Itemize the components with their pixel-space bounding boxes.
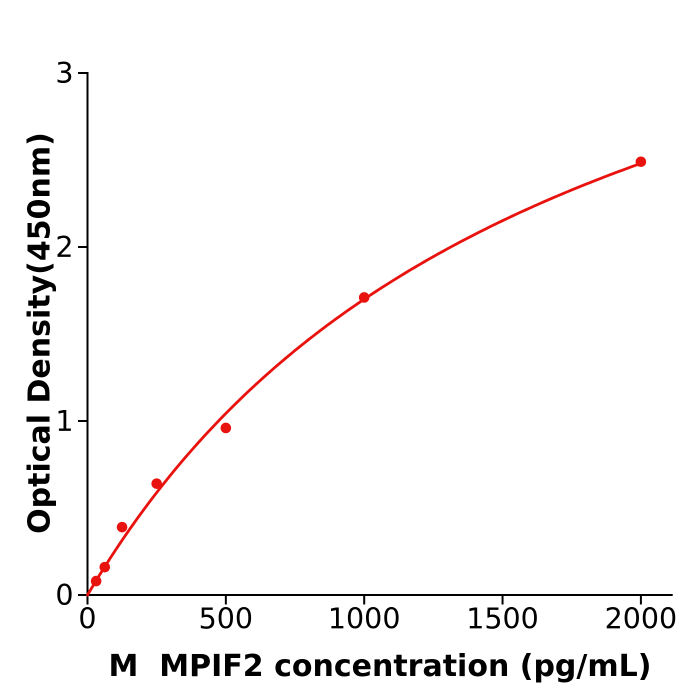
x-tick-label: 0 (78, 603, 96, 636)
data-point (635, 156, 647, 168)
x-tick-label: 500 (199, 603, 253, 636)
data-point (90, 575, 102, 587)
y-tick-label: 1 (55, 405, 73, 438)
data-point (358, 292, 370, 303)
x-tick-label: 1500 (466, 603, 539, 636)
x-tick-label: 2000 (605, 603, 678, 636)
data-point (116, 521, 128, 533)
y-tick-label: 2 (55, 231, 73, 264)
data-point (220, 422, 232, 434)
y-tick-label: 3 (55, 57, 73, 90)
standard-curve-line (86, 162, 643, 597)
x-tick-label: 1000 (328, 603, 401, 636)
y-axis-label: Optical Density(450nm) (22, 132, 58, 534)
x-axis-label: M MPIF2 concentration (pg/mL) (108, 649, 652, 684)
data-point (99, 561, 111, 573)
y-tick-label: 0 (55, 579, 73, 612)
data-point (151, 478, 162, 489)
